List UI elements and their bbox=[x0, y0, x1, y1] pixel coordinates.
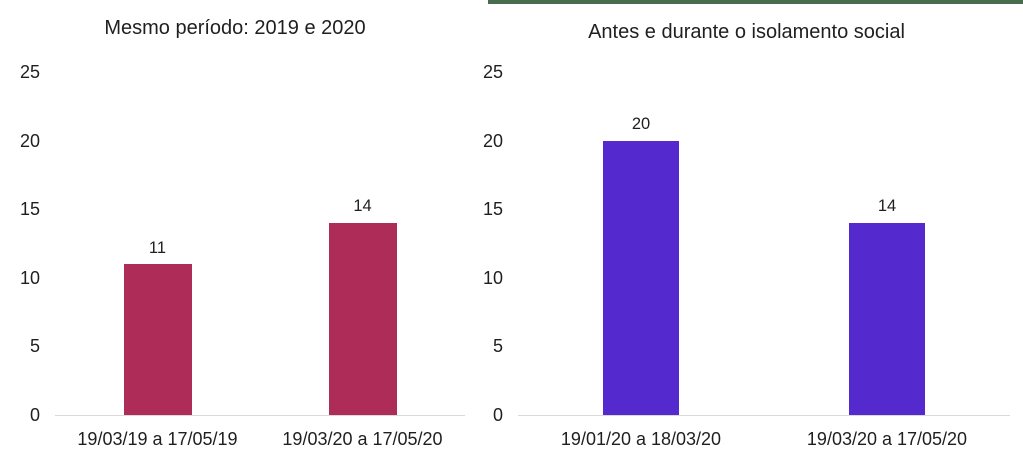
bar-value-label: 20 bbox=[631, 115, 651, 134]
y-axis-tick-label: 10 bbox=[19, 267, 40, 288]
y-axis-tick-label: 0 bbox=[29, 405, 40, 425]
x-axis-category-label: 19/03/20 a 17/05/20 bbox=[282, 429, 443, 449]
x-axis-category-label: 19/03/19 a 17/05/19 bbox=[77, 429, 238, 449]
y-axis-tick-label: 10 bbox=[482, 267, 503, 288]
chart-isolamento-social: Antes e durante o isolamento social 0 5 10… bbox=[470, 0, 1023, 471]
y-axis-tick-label: 5 bbox=[29, 336, 40, 357]
y-axis-tick-label: 20 bbox=[19, 130, 40, 151]
y-axis-tick-label: 20 bbox=[482, 130, 503, 151]
bar-value-label: 14 bbox=[353, 197, 372, 216]
bar bbox=[123, 264, 192, 415]
y-axis-tick-label: 0 bbox=[492, 405, 503, 425]
bar bbox=[328, 222, 397, 415]
x-axis-category-label: 19/01/20 a 18/03/20 bbox=[560, 429, 722, 449]
y-axis-tick-label: 25 bbox=[19, 62, 40, 82]
chart-title: Mesmo período: 2019 e 2020 bbox=[104, 17, 366, 39]
chart-title: Antes e durante o isolamento social bbox=[588, 21, 905, 43]
chart-mesmo-periodo: Mesmo período: 2019 e 2020 0 5 10 15 20 25 11 1… bbox=[0, 0, 470, 471]
y-axis-tick-label: 25 bbox=[482, 62, 503, 82]
bar bbox=[603, 140, 679, 415]
bar-value-label: 14 bbox=[877, 197, 897, 216]
plot-area: 0 5 10 15 20 25 11 19/03/19 a 17/05/19 14 19/03/2… bbox=[20, 63, 465, 449]
bar bbox=[849, 222, 925, 415]
plot-area: 0 5 10 15 20 25 20 19/01/20 a 18/03/20 14 19/03/2… bbox=[483, 63, 1010, 449]
y-axis-tick-label: 5 bbox=[492, 336, 503, 357]
bar-value-label: 11 bbox=[148, 238, 167, 257]
top-accent-strip bbox=[488, 0, 1023, 4]
x-axis-category-label: 19/03/20 a 17/05/20 bbox=[806, 429, 968, 449]
y-axis-tick-label: 15 bbox=[19, 199, 40, 220]
y-axis-tick-label: 15 bbox=[482, 199, 503, 220]
